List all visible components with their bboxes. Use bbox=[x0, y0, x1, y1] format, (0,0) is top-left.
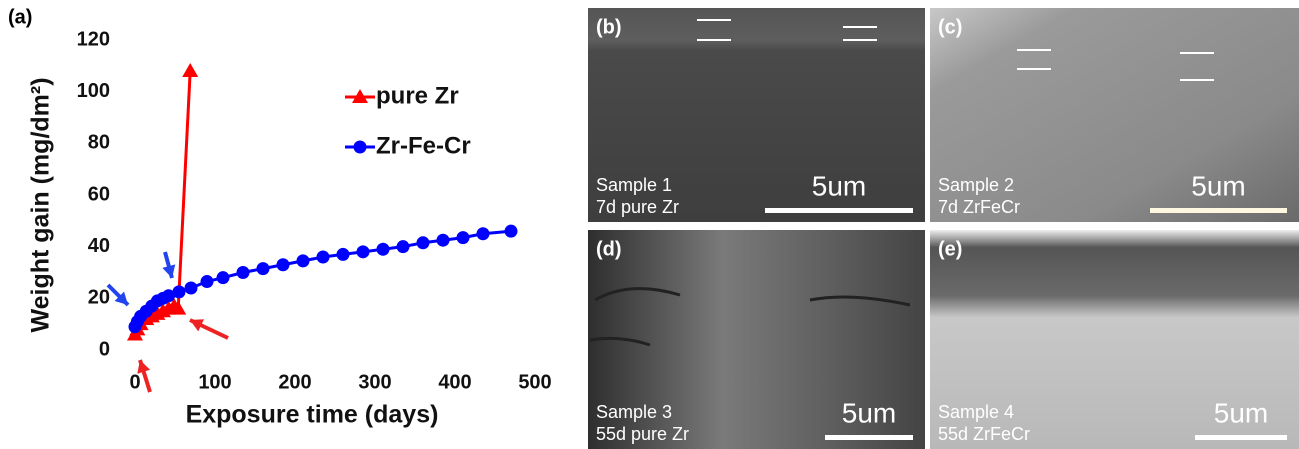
y-tick-label: 40 bbox=[88, 235, 110, 257]
y-tick-label: 60 bbox=[88, 183, 110, 205]
legend-label: pure Zr bbox=[376, 82, 459, 109]
legend-label: Zr-Fe-Cr bbox=[376, 132, 471, 159]
y-tick-label: 0 bbox=[99, 338, 110, 360]
x-tick-label: 0 bbox=[129, 371, 140, 393]
legend-marker bbox=[354, 141, 367, 154]
circle-marker bbox=[277, 258, 290, 271]
y-tick-label: 100 bbox=[77, 80, 110, 102]
x-tick-label: 200 bbox=[278, 371, 311, 393]
circle-marker bbox=[317, 251, 330, 264]
panel-label: (b) bbox=[596, 16, 622, 38]
series-line bbox=[135, 231, 511, 327]
circle-marker bbox=[377, 243, 390, 256]
circle-marker bbox=[217, 271, 230, 284]
circle-marker bbox=[457, 231, 470, 244]
caption-line: 7d ZrFeCr bbox=[938, 197, 1020, 217]
panel-label: (d) bbox=[596, 238, 622, 260]
caption-line: Sample 3 bbox=[596, 402, 672, 422]
caption-line: 55d ZrFeCr bbox=[938, 424, 1030, 444]
x-tick-label: 500 bbox=[518, 371, 551, 393]
x-tick-label: 100 bbox=[198, 371, 231, 393]
caption-line: 55d pure Zr bbox=[596, 424, 689, 444]
caption-line: Sample 2 bbox=[938, 175, 1014, 195]
scale-bar bbox=[1150, 208, 1287, 213]
circle-marker bbox=[477, 227, 490, 240]
caption-line: Sample 1 bbox=[596, 175, 672, 195]
caption-line: Sample 4 bbox=[938, 402, 1014, 422]
circle-marker bbox=[173, 285, 186, 298]
circle-marker bbox=[357, 245, 370, 258]
panel-label: (e) bbox=[938, 238, 962, 260]
circle-marker bbox=[437, 234, 450, 247]
triangle-marker bbox=[182, 63, 198, 77]
panel-label: (c) bbox=[938, 16, 962, 38]
circle-marker bbox=[417, 236, 430, 249]
scale-label: 5um bbox=[1191, 170, 1245, 201]
scale-bar bbox=[825, 435, 913, 440]
circle-marker bbox=[237, 266, 250, 279]
y-tick-label: 80 bbox=[88, 132, 110, 154]
x-tick-label: 400 bbox=[438, 371, 471, 393]
scale-bar bbox=[1195, 435, 1287, 440]
panel-label: (a) bbox=[8, 6, 32, 28]
circle-marker bbox=[257, 262, 270, 275]
circle-marker bbox=[397, 240, 410, 253]
y-tick-label: 120 bbox=[77, 28, 110, 50]
y-axis-title: Weight gain (mg/dm²) bbox=[27, 77, 55, 332]
circle-marker bbox=[337, 248, 350, 261]
x-axis-title: Exposure time (days) bbox=[186, 401, 439, 429]
scale-label: 5um bbox=[842, 397, 896, 428]
figure: (a) 0 20 40 60 80 100 120 0 100 200 300 400 500 Exposu… bbox=[0, 0, 1299, 449]
circle-marker bbox=[185, 282, 198, 295]
micrographs bbox=[588, 8, 1299, 449]
circle-marker bbox=[505, 225, 518, 238]
caption-line: 7d pure Zr bbox=[596, 197, 679, 217]
circle-marker bbox=[201, 275, 214, 288]
x-tick-label: 300 bbox=[358, 371, 391, 393]
circle-marker bbox=[297, 254, 310, 267]
scale-bar bbox=[765, 208, 913, 213]
scale-label: 5um bbox=[812, 170, 866, 201]
y-tick-label: 20 bbox=[88, 287, 110, 309]
scale-label: 5um bbox=[1214, 397, 1268, 428]
